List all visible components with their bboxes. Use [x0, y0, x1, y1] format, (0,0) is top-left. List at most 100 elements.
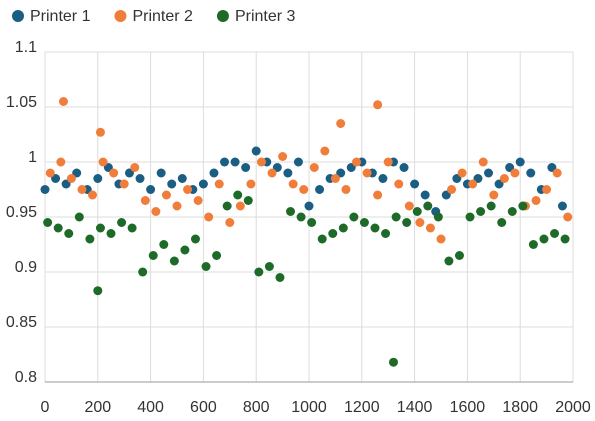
point	[66, 174, 76, 183]
point	[563, 212, 573, 222]
x-tick-label: 1200	[344, 399, 380, 416]
y-tick-label: 0.85	[6, 314, 37, 331]
point	[436, 234, 446, 244]
point	[167, 179, 177, 189]
point	[507, 207, 517, 216]
point	[74, 212, 84, 222]
point	[373, 190, 383, 200]
point	[518, 201, 528, 211]
point	[254, 267, 264, 277]
point	[241, 163, 251, 172]
point	[256, 157, 266, 167]
point	[309, 163, 319, 172]
point	[148, 251, 158, 260]
point	[251, 146, 261, 156]
point	[370, 223, 380, 233]
x-tick-label: 1800	[502, 399, 538, 416]
point	[40, 185, 50, 194]
point	[391, 212, 401, 222]
point	[362, 168, 372, 178]
y-tick-label: 1.05	[6, 94, 37, 111]
point	[515, 157, 525, 167]
point	[156, 168, 166, 178]
point	[140, 196, 150, 205]
point	[209, 168, 219, 178]
point	[381, 229, 391, 238]
point	[330, 174, 340, 183]
point	[378, 174, 388, 183]
point	[172, 201, 182, 211]
point	[420, 190, 430, 200]
point	[336, 119, 346, 128]
point	[286, 207, 296, 216]
point	[557, 201, 567, 211]
point	[423, 201, 433, 211]
point	[95, 223, 105, 233]
point	[447, 185, 457, 194]
point	[212, 251, 222, 260]
point	[457, 168, 467, 178]
x-tick-label: 600	[190, 399, 217, 416]
point	[539, 234, 549, 244]
point	[476, 207, 486, 216]
point	[117, 218, 127, 227]
point	[296, 212, 306, 222]
point	[180, 245, 190, 255]
point	[93, 174, 103, 183]
point	[497, 218, 507, 227]
point	[528, 240, 538, 249]
point	[542, 185, 552, 194]
point	[193, 196, 203, 205]
point	[275, 273, 285, 282]
point	[484, 168, 494, 178]
y-tick-label: 0.95	[6, 204, 37, 221]
legend-swatch	[216, 10, 229, 22]
point	[560, 234, 570, 244]
point	[222, 201, 232, 211]
point	[233, 190, 243, 200]
legend-label: Printer 3	[235, 8, 296, 25]
point	[404, 201, 414, 211]
point	[53, 223, 63, 233]
point	[220, 157, 230, 167]
point	[388, 357, 398, 367]
point	[489, 190, 499, 200]
y-tick-label: 0.9	[15, 259, 37, 276]
point	[45, 168, 55, 178]
point	[135, 174, 145, 183]
x-tick-label: 0	[41, 399, 50, 416]
point	[106, 229, 116, 238]
point	[531, 196, 541, 205]
point	[328, 229, 338, 238]
point	[264, 262, 274, 271]
point	[58, 97, 68, 106]
point	[109, 168, 119, 178]
x-tick-label: 400	[137, 399, 164, 416]
point	[77, 185, 87, 194]
point	[43, 218, 53, 227]
legend-label: Printer 1	[30, 8, 91, 25]
point	[412, 207, 422, 216]
point	[465, 212, 475, 222]
point	[204, 212, 214, 222]
point	[267, 168, 277, 178]
point	[201, 262, 211, 271]
legend-swatch	[114, 10, 127, 22]
point	[317, 234, 327, 244]
point	[394, 179, 404, 189]
point	[338, 223, 348, 233]
point	[320, 146, 330, 156]
x-tick-label: 1000	[291, 399, 327, 416]
point	[225, 218, 235, 227]
point	[486, 201, 496, 211]
point	[454, 251, 464, 260]
point	[402, 218, 412, 227]
x-tick-label: 2000	[555, 399, 591, 416]
point	[235, 201, 245, 211]
point	[468, 179, 478, 189]
point	[315, 185, 325, 194]
point	[146, 185, 156, 194]
point	[359, 218, 369, 227]
point	[130, 163, 140, 172]
